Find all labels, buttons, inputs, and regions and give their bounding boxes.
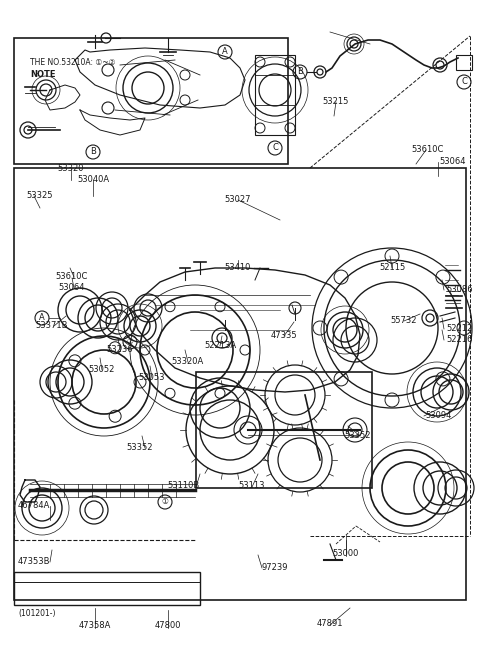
Text: ①: ① xyxy=(162,497,168,506)
Text: 53064: 53064 xyxy=(59,283,85,292)
Text: 53320A: 53320A xyxy=(172,357,204,366)
Bar xyxy=(456,55,472,70)
Text: 97239: 97239 xyxy=(262,563,288,572)
Text: 53610C: 53610C xyxy=(412,145,444,154)
Bar xyxy=(14,572,200,605)
Text: 53320: 53320 xyxy=(58,164,84,173)
Text: A: A xyxy=(39,314,45,322)
Text: 53064: 53064 xyxy=(439,157,466,166)
Text: C: C xyxy=(461,77,467,87)
Text: 53410: 53410 xyxy=(225,263,251,272)
Text: 55732: 55732 xyxy=(391,316,417,325)
Text: 47800: 47800 xyxy=(155,621,181,630)
Text: 47358A: 47358A xyxy=(79,621,111,630)
Text: NOTE: NOTE xyxy=(30,70,56,79)
Text: THE NO.53210A: ①~②: THE NO.53210A: ①~② xyxy=(30,58,116,67)
Text: 52212: 52212 xyxy=(446,324,472,333)
Text: 52115: 52115 xyxy=(379,263,405,272)
Text: B: B xyxy=(90,148,96,156)
Text: C: C xyxy=(272,143,278,152)
Text: 53040A: 53040A xyxy=(77,175,109,184)
Text: 53094: 53094 xyxy=(425,411,451,420)
Text: (101201-): (101201-) xyxy=(18,609,56,618)
Text: 53325: 53325 xyxy=(26,191,52,200)
Bar xyxy=(255,55,295,135)
Text: 47891: 47891 xyxy=(317,619,343,628)
Text: B: B xyxy=(297,68,303,77)
Text: 53371B: 53371B xyxy=(36,321,68,330)
Text: 52213A: 52213A xyxy=(204,341,236,350)
Text: 53086: 53086 xyxy=(446,285,473,294)
Text: 53215: 53215 xyxy=(323,97,349,106)
Text: 53113: 53113 xyxy=(239,481,265,490)
Text: 53352: 53352 xyxy=(127,443,153,452)
Text: 53000: 53000 xyxy=(333,549,359,558)
Text: 53053: 53053 xyxy=(139,373,165,382)
Text: 53352: 53352 xyxy=(345,431,371,440)
Text: ②: ② xyxy=(127,337,133,346)
Bar xyxy=(196,372,372,488)
Text: 53110B: 53110B xyxy=(168,481,200,490)
Text: A: A xyxy=(222,48,228,57)
Bar xyxy=(14,168,466,600)
Text: 47353B: 47353B xyxy=(18,557,50,566)
Text: 53052: 53052 xyxy=(89,365,115,374)
Text: 47335: 47335 xyxy=(271,331,297,340)
Text: 53610C: 53610C xyxy=(56,272,88,281)
Text: 46784A: 46784A xyxy=(18,501,50,510)
Text: 52216: 52216 xyxy=(446,335,472,344)
Text: 53236: 53236 xyxy=(107,345,133,354)
Text: 53027: 53027 xyxy=(225,195,251,204)
Bar xyxy=(14,38,288,164)
